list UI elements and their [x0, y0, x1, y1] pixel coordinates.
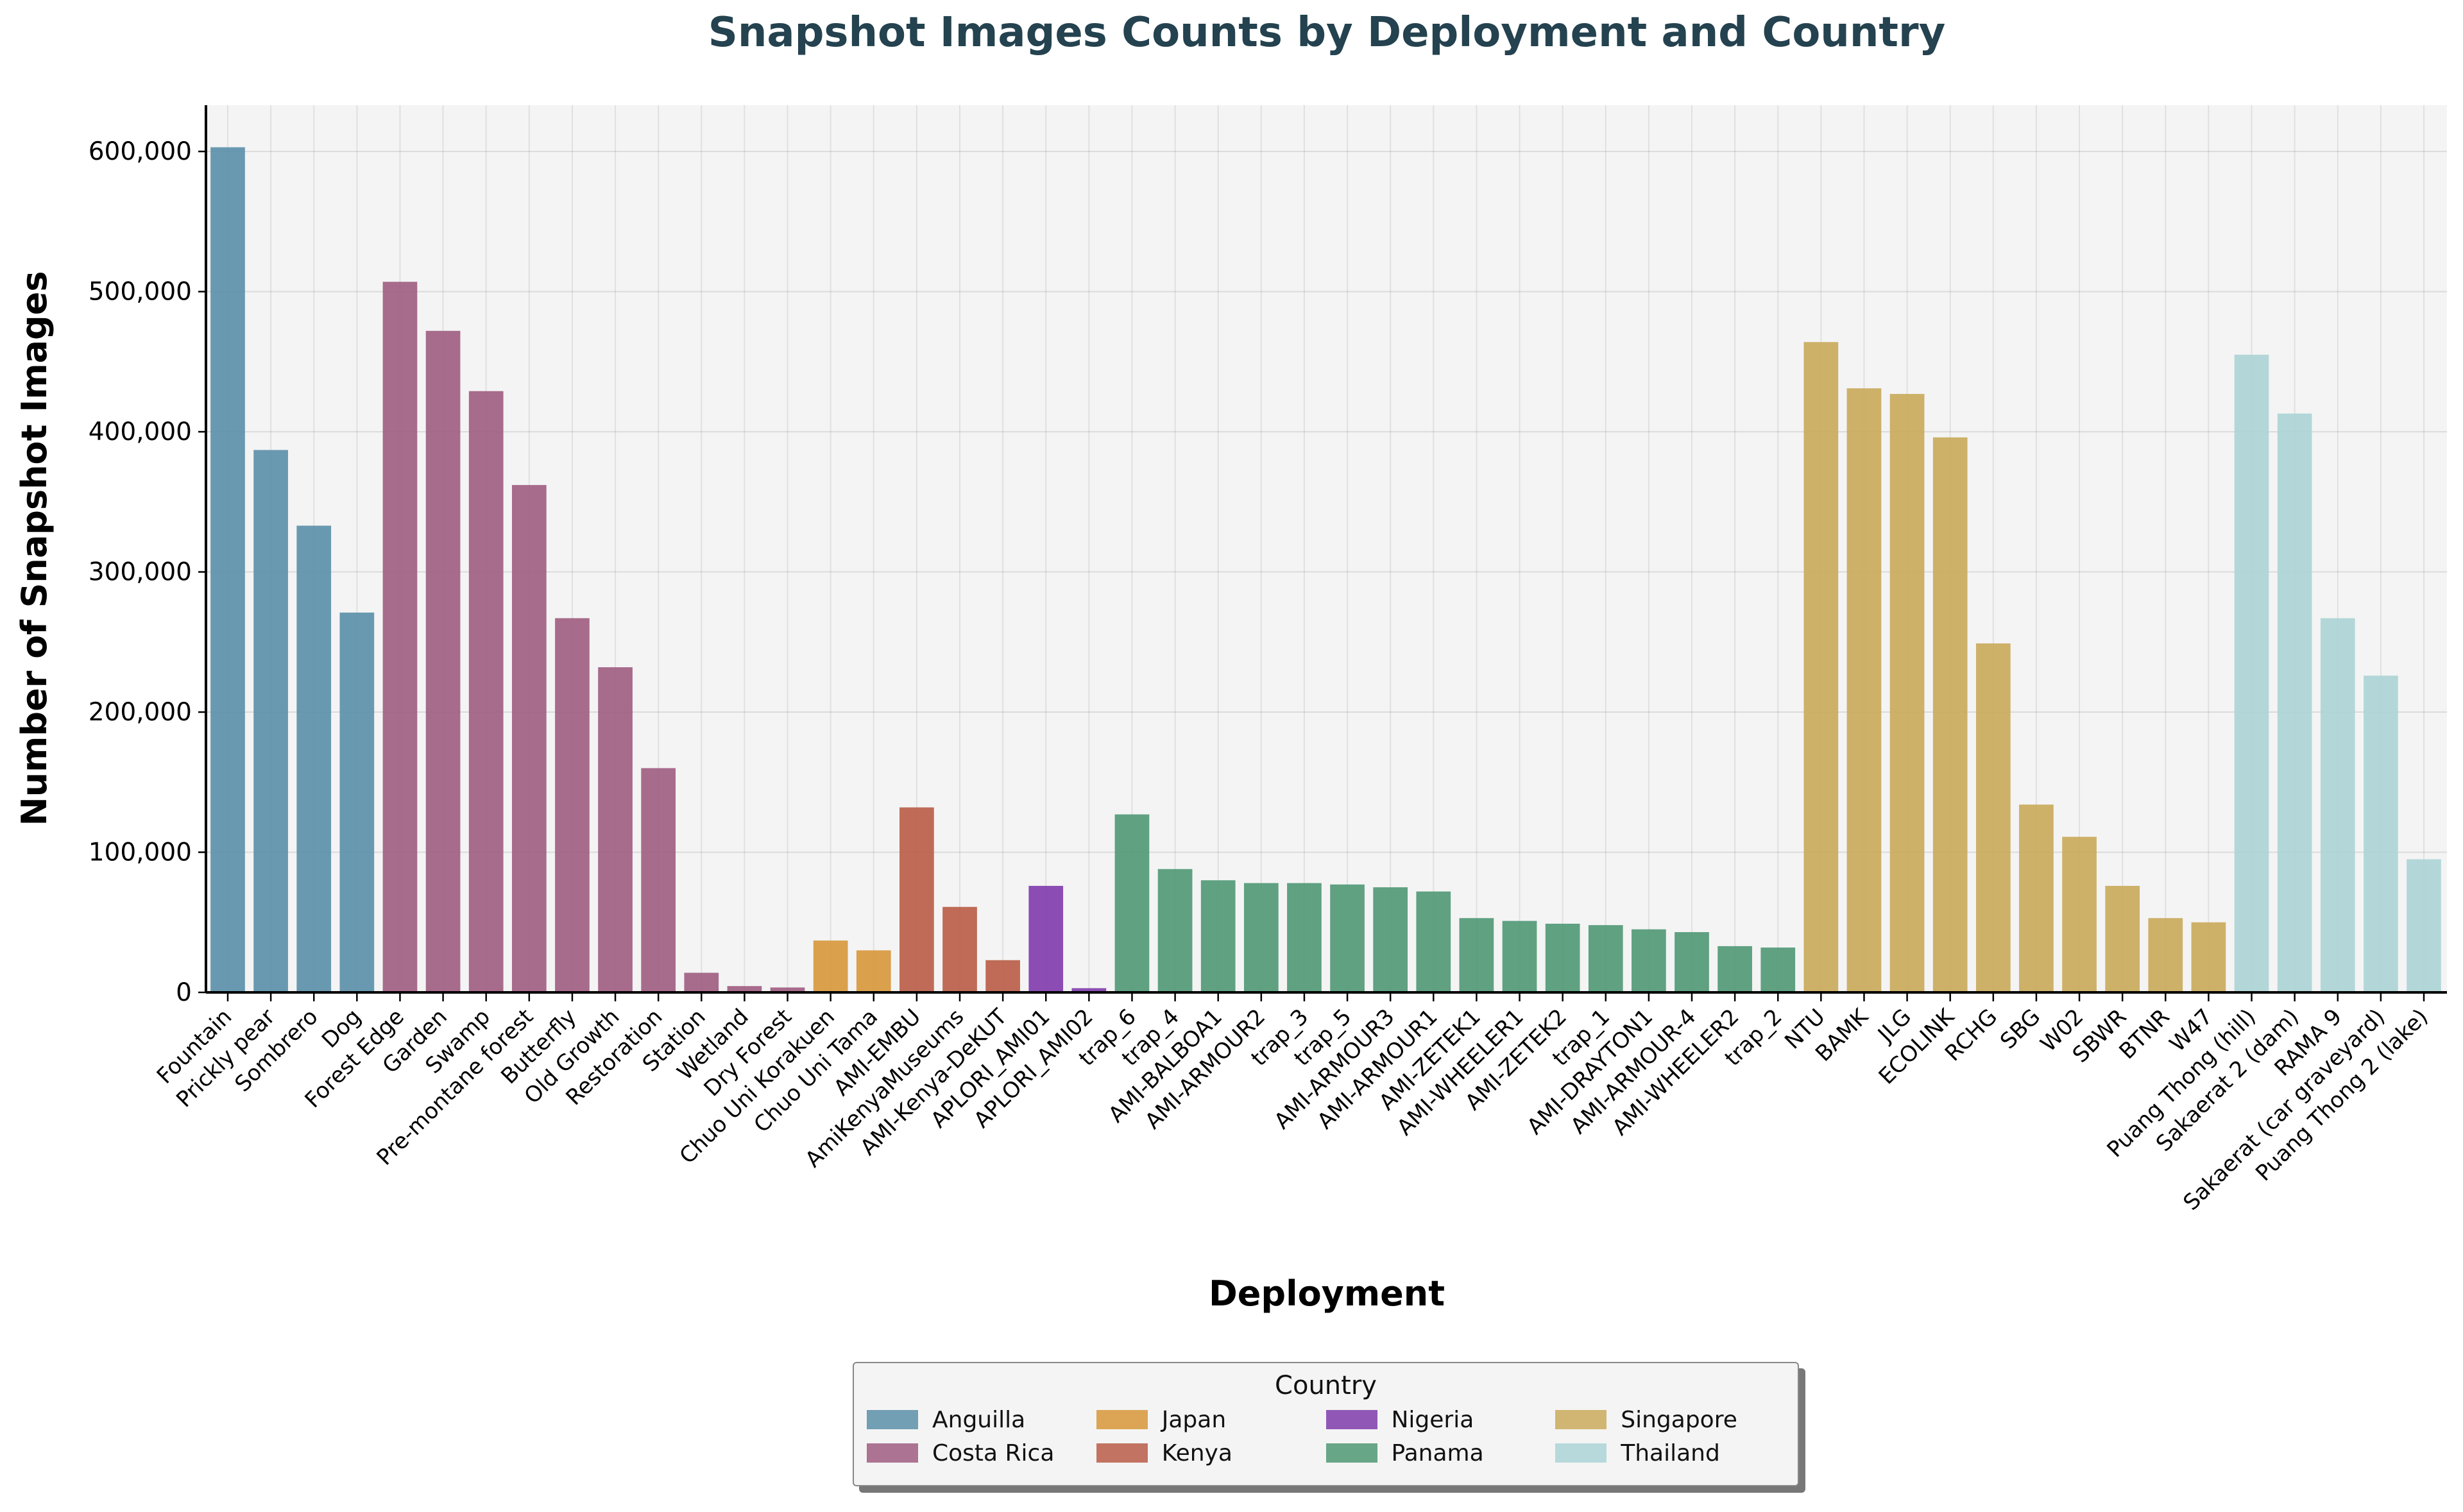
y-tick-label: 300,000 — [89, 558, 192, 587]
bar — [468, 391, 504, 992]
bar — [985, 960, 1020, 992]
bar — [1846, 388, 1882, 992]
y-tick-label: 200,000 — [89, 698, 192, 727]
legend-item: Singapore — [1555, 1403, 1785, 1436]
legend-items: Anguilla Costa Rica Japan Kenya Nigeria Panam… — [854, 1400, 1798, 1470]
bar — [2277, 413, 2312, 992]
legend-swatch — [1096, 1443, 1148, 1463]
bar — [641, 768, 676, 992]
y-axis-label: Number of Snapshot Images — [14, 271, 55, 826]
legend-swatch — [867, 1410, 918, 1429]
legend-label: Panama — [1391, 1440, 1484, 1466]
plot-area: 0 100,000 200,000 300,000 400,000 500,000 600,… — [89, 105, 2447, 1216]
bar — [1803, 342, 1839, 992]
bar — [425, 330, 461, 992]
bar — [511, 485, 547, 992]
legend-label: Singapore — [1621, 1406, 1737, 1433]
bar — [2364, 675, 2398, 992]
bar — [2191, 922, 2226, 992]
legend: Country Anguilla Costa Rica Japan Kenya Nige… — [853, 1362, 1799, 1486]
y-tick-label: 500,000 — [89, 278, 192, 307]
chart-title: Snapshot Images Counts by Deployment and… — [708, 9, 1946, 56]
legend-item: Panama — [1325, 1436, 1556, 1470]
bar — [1114, 814, 1150, 992]
bar — [1588, 925, 1623, 992]
bar — [1416, 891, 1451, 992]
bar — [1243, 883, 1279, 992]
legend-label: Costa Rica — [932, 1440, 1055, 1466]
legend-swatch — [867, 1443, 918, 1463]
bar — [2234, 354, 2269, 992]
bar — [1200, 880, 1236, 992]
legend-item: Anguilla — [867, 1403, 1096, 1436]
bar — [1545, 923, 1580, 992]
bar — [1889, 394, 1925, 992]
legend-swatch — [1325, 1443, 1377, 1463]
legend-label: Nigeria — [1391, 1406, 1474, 1433]
bar — [555, 618, 590, 992]
x-axis-label: Deployment — [1209, 1273, 1445, 1314]
bar — [899, 807, 934, 992]
x-tick-label: BTNR — [2115, 1004, 2175, 1064]
bar — [2407, 859, 2441, 992]
legend-swatch — [1555, 1443, 1607, 1463]
legend-swatch — [1555, 1410, 1607, 1429]
bar — [2019, 804, 2054, 992]
legend-title: Country — [1275, 1371, 1377, 1400]
bar — [1330, 884, 1365, 992]
y-tick-label: 600,000 — [89, 137, 192, 166]
bar — [1287, 883, 1322, 992]
legend-label: Thailand — [1621, 1440, 1720, 1466]
bar — [1373, 887, 1408, 992]
bar — [1071, 988, 1107, 992]
bar — [2148, 918, 2183, 992]
legend-item: Kenya — [1096, 1436, 1326, 1470]
bar — [210, 147, 245, 992]
bar — [1632, 929, 1666, 992]
bar — [813, 940, 848, 992]
bar — [1932, 437, 1968, 992]
bar — [2105, 885, 2140, 992]
legend-label: Kenya — [1161, 1440, 1232, 1466]
bar — [1717, 946, 1752, 992]
legend-item: Thailand — [1555, 1436, 1785, 1470]
legend-item: Costa Rica — [867, 1436, 1096, 1470]
bar — [1760, 947, 1796, 992]
legend-item: Nigeria — [1325, 1403, 1556, 1436]
y-tick-label: 0 — [176, 978, 192, 1007]
bar — [382, 282, 418, 993]
bar — [296, 525, 332, 992]
x-tick-label: SBG — [1995, 1004, 2045, 1054]
bar — [598, 667, 633, 992]
bar — [1675, 932, 1709, 992]
bar — [727, 986, 762, 992]
legend-swatch — [1096, 1410, 1148, 1429]
y-tick-label: 400,000 — [89, 418, 192, 446]
bar — [2062, 837, 2097, 992]
bar — [1502, 921, 1537, 992]
bar — [856, 950, 891, 992]
bar — [2320, 618, 2355, 992]
bar — [942, 906, 977, 992]
bar — [1028, 885, 1064, 992]
legend-label: Japan — [1161, 1406, 1227, 1433]
legend-item: Japan — [1096, 1403, 1326, 1436]
bar — [770, 987, 805, 992]
bar — [339, 612, 375, 992]
legend-swatch — [1325, 1410, 1377, 1429]
bar — [1459, 918, 1494, 992]
bar — [253, 450, 288, 992]
bar — [1157, 869, 1193, 992]
bar — [1975, 643, 2011, 992]
bar — [684, 973, 719, 992]
y-tick-label: 100,000 — [89, 838, 192, 867]
legend-label: Anguilla — [932, 1406, 1026, 1433]
